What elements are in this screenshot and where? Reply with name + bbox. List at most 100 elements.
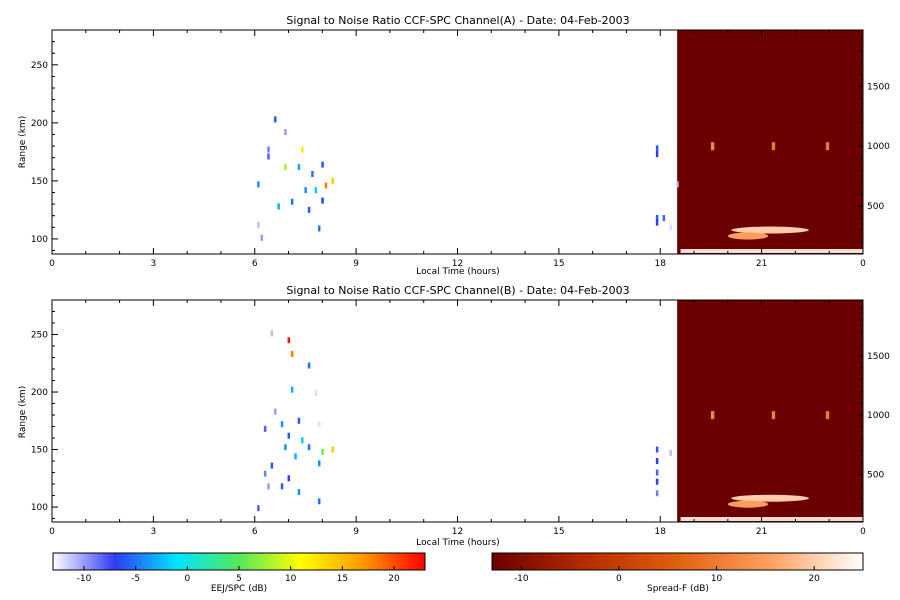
y-tick-label: 200: [31, 119, 48, 129]
y-tick-label: 250: [31, 61, 48, 71]
eej-point: [287, 432, 291, 439]
spread-f-bottom-layer: [680, 249, 863, 253]
eej-point: [274, 116, 277, 123]
eej-point: [287, 475, 291, 482]
eej-point: [263, 470, 267, 477]
eej-point: [270, 462, 274, 469]
colorbar-tick-label: 5: [236, 574, 242, 584]
eej-point: [270, 330, 274, 337]
colorbar-tick-label: 10: [285, 574, 297, 584]
eej-point: [317, 498, 321, 505]
panel-a-ylabel: Range (km): [18, 116, 28, 168]
eej-point: [317, 421, 321, 428]
eej-point: [655, 215, 659, 222]
colorbar-tick-label: -10: [77, 574, 92, 584]
eej-point: [267, 153, 270, 160]
panel-a-title: Signal to Noise Ratio CCF-SPC Channel(A)…: [286, 14, 629, 27]
x-tick-label: 12: [452, 527, 463, 537]
spread-f-streak: [710, 411, 715, 420]
right-y-tick-label: 500: [867, 471, 884, 481]
spread-f-streak: [825, 411, 830, 420]
x-tick-label: 0: [860, 259, 866, 269]
x-tick-label: 15: [553, 259, 564, 269]
x-tick-label: 6: [252, 527, 258, 537]
eej-point: [267, 146, 270, 153]
x-tick-label: 21: [756, 527, 767, 537]
eej-point: [301, 146, 304, 153]
eej-point: [257, 181, 260, 188]
spread-f-streak: [710, 142, 715, 151]
colorbar-tick-label: 20: [388, 574, 400, 584]
x-tick-label: 15: [553, 527, 564, 537]
x-tick-label: 9: [353, 527, 359, 537]
x-tick-label: 9: [353, 259, 359, 269]
eej-point: [267, 483, 270, 490]
right-y-tick-label: 1000: [867, 142, 890, 152]
eej-point: [676, 181, 679, 188]
eej-point: [321, 197, 324, 204]
colorbar-tick-label: 10: [711, 574, 723, 584]
spread-f-streak: [825, 142, 830, 151]
colorbar-tick-label: 0: [616, 574, 622, 584]
eej-point: [301, 437, 304, 444]
spread-f-bottom-layer: [680, 517, 863, 521]
eej-point: [284, 163, 287, 170]
eej-point: [669, 224, 672, 231]
spread-f-region: [677, 300, 863, 522]
eej-point: [655, 151, 659, 158]
y-tick-label: 150: [31, 177, 48, 187]
eej-point: [321, 448, 324, 455]
eej-point: [263, 425, 267, 432]
eej-point: [307, 206, 311, 213]
panel-a-xlabel: Local Time (hours): [416, 267, 499, 277]
spread-f-echo: [731, 494, 809, 502]
eej-colorbar-label: EEJ/SPC (dB): [211, 584, 267, 594]
eej-point: [317, 460, 321, 467]
eej-point: [277, 203, 280, 210]
eej-point: [284, 129, 287, 136]
colorbar-tick-label: 20: [808, 574, 820, 584]
x-tick-label: 18: [655, 527, 667, 537]
x-tick-label: 6: [252, 259, 258, 269]
y-tick-label: 150: [31, 446, 48, 456]
eej-point: [321, 161, 324, 168]
colorbar-tick-label: 15: [337, 574, 348, 584]
eej-point: [290, 198, 294, 205]
x-tick-label: 21: [756, 259, 767, 269]
x-tick-label: 0: [49, 259, 55, 269]
x-tick-label: 3: [151, 259, 157, 269]
spreadf-colorbar-label: Spread-F (dB): [647, 584, 709, 594]
eej-point: [307, 362, 311, 369]
eej-point: [287, 337, 291, 344]
x-tick-label: 18: [655, 259, 667, 269]
colorbar-tick-label: -10: [514, 574, 529, 584]
right-y-tick-label: 1500: [867, 352, 890, 362]
eej-point: [284, 444, 287, 451]
right-y-tick-label: 500: [867, 202, 884, 212]
eej-point: [655, 478, 659, 485]
y-tick-label: 100: [31, 235, 48, 245]
spread-f-echo: [727, 500, 769, 508]
eej-point: [280, 483, 284, 490]
spread-f-echo: [727, 232, 769, 240]
eej-point: [669, 449, 672, 456]
y-tick-label: 200: [31, 388, 48, 398]
eej-point: [257, 221, 260, 228]
eej-point: [655, 145, 659, 152]
colorbar-tick-label: -5: [131, 574, 140, 584]
colorbar-tick-label: 0: [184, 574, 190, 584]
x-tick-label: 0: [860, 527, 866, 537]
eej-point: [294, 453, 297, 460]
y-tick-label: 100: [31, 503, 48, 513]
eej-point: [655, 490, 659, 497]
spread-f-region: [677, 30, 863, 254]
eej-point: [297, 489, 301, 496]
right-y-tick-label: 1000: [867, 411, 890, 421]
x-tick-label: 0: [49, 527, 55, 537]
right-y-tick-label: 1500: [867, 82, 890, 92]
eej-point: [260, 234, 264, 241]
eej-point: [307, 444, 311, 451]
panel-b-ylabel: Range (km): [18, 386, 28, 438]
eej-point: [280, 421, 284, 428]
